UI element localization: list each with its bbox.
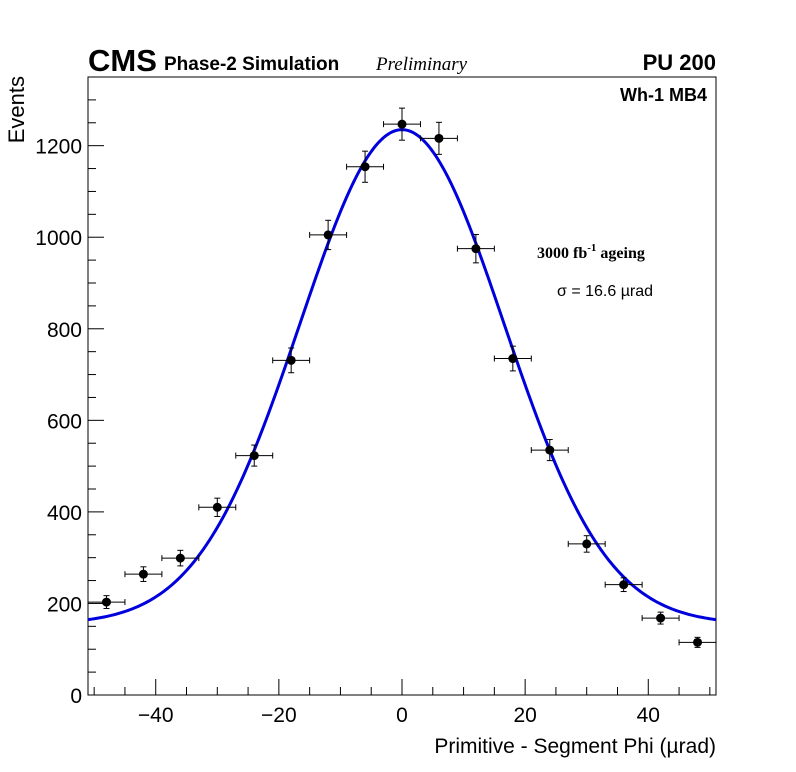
data-point [346,150,385,183]
data-point [161,549,200,567]
y-axis-tick-labels: 0 200 400 600 800 1000 1200 [35,136,82,708]
resolution-label: σ = 16.6 µrad [557,283,653,300]
data-marker [175,553,185,563]
y-tick-label: 0 [70,685,82,708]
x-axis-title: Primitive - Segment Phi (µrad) [434,735,716,758]
data-point [383,107,421,141]
data-point [272,347,311,374]
simulation-label: Phase-2 Simulation [164,54,339,75]
y-tick-label: 800 [47,319,82,342]
x-axis-ticks [93,679,711,695]
data-point [235,444,274,467]
y-tick-label: 200 [47,593,82,616]
pileup-label: PU 200 [643,50,716,75]
data-points-layer [87,107,717,648]
data-marker [249,451,259,461]
fit-layer [87,128,717,622]
y-tick-label: 1000 [35,227,82,250]
data-marker [360,162,370,172]
data-point [567,535,606,553]
data-marker [508,354,518,364]
data-marker [693,637,703,647]
x-tick-label: 20 [513,704,536,727]
x-axis-tick-labels: −40 −20 0 20 40 [138,704,660,727]
ageing-label: 3000 fb-1 ageing [537,242,645,262]
y-tick-label: 400 [47,502,82,525]
data-point [641,611,680,625]
experiment-label: CMS [88,43,157,78]
y-axis-title: Events [4,76,29,143]
data-marker [138,569,148,579]
data-point [124,566,163,582]
data-marker [656,613,666,623]
data-point [456,233,495,264]
data-marker [582,539,592,549]
x-tick-label: −20 [261,704,297,727]
data-marker [471,244,481,254]
data-point [678,636,717,648]
y-axis-ticks [88,99,104,696]
data-point [87,595,126,609]
data-point [419,121,458,155]
ageing-exponent: -1 [587,242,596,254]
data-marker [323,230,333,240]
data-marker [619,580,629,590]
data-point [198,497,237,517]
data-point [493,345,532,372]
plot-frame [87,76,717,696]
data-point [530,439,569,462]
data-point [309,219,348,251]
y-tick-label: 600 [47,410,82,433]
data-marker [101,597,111,607]
fit-curve [87,128,717,622]
ageing-word: ageing [596,245,644,262]
data-marker [397,119,407,129]
data-marker [545,445,555,455]
data-marker [434,133,444,143]
data-marker [212,502,222,512]
x-tick-label: 0 [396,704,408,727]
data-point [604,577,643,593]
x-tick-label: −40 [138,704,174,727]
region-label: Wh-1 MB4 [620,85,707,105]
preliminary-label: Preliminary [375,54,468,75]
y-tick-label: 1200 [35,136,82,159]
ageing-value: 3000 fb [537,245,587,262]
data-marker [286,355,296,365]
x-tick-label: 40 [637,704,660,727]
